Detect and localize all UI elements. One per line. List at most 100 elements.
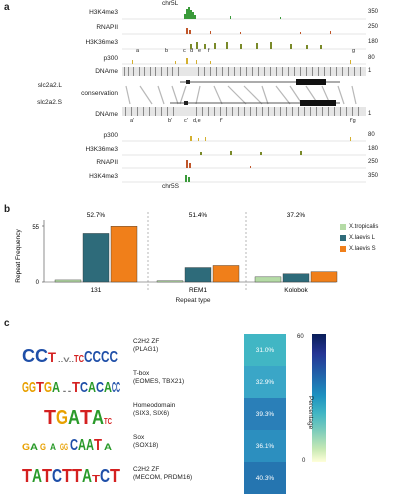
svg-text:C: C [52,466,62,486]
repeat-mark-top-d: d [190,48,194,54]
percentage-heatmap: 31.0% 32.9% 39.3% 36.1% 40.3% [244,334,286,494]
svg-text:AA: AA [78,437,94,454]
repeat-mark-top-f: f [208,48,210,54]
svg-text:TC: TC [74,354,84,365]
svg-text:A: A [32,466,42,486]
x-axis-title: Repeat type [175,297,211,304]
svg-text:C: C [80,379,88,396]
repeat-mark-top-c: c [183,48,186,54]
svg-text:G: G [22,442,30,452]
svg-text:T: T [72,379,80,396]
legend-label-xtropicalis: X.tropicalis [349,224,379,230]
svg-text:..: .. [62,385,72,394]
svg-text:TT: TT [62,466,82,486]
svg-text:T: T [42,466,52,486]
track-label-bottom-h3k4me3: H3K4me3 [89,173,118,180]
svg-text:T: T [44,407,56,429]
legend-item-xlaevis-s: X.laevis S [340,246,376,252]
legend-label-xlaevis-l: X.laevis L [349,235,376,241]
bar-131-x-laevis-s [110,226,138,283]
track-label-top-rnapii: RNAPII [96,24,118,31]
svg-text:A: A [92,407,104,429]
svg-text:TC: TC [104,417,112,426]
track-label-bottom-rnapii: RNAPII [96,159,118,166]
bar-131-x-tropicalis [54,279,82,283]
track-label-bottom-p300: p300 [103,132,118,139]
repeat-mark-top-e: e [198,48,202,54]
motif-4-name: Sox (SOX18) [133,434,158,450]
motif-5-family: C2H2 ZF [133,466,160,473]
svg-text:A: A [104,442,113,452]
track-label-bottom-h3k36me3: H3K36me3 [85,146,118,153]
heat-cell-2: 32.9% [244,366,286,398]
motif-4-family: Sox [133,434,145,441]
heat-cell-5: 40.3% [244,462,286,494]
repeat-mark-bottom-c: c' [184,118,188,124]
track-scale-bottom-rnapii: 250 [368,159,379,165]
svg-text:A: A [52,379,60,396]
legend-label-xlaevis-s: X.laevis S [349,246,376,252]
motif-3-family: Homeodomain [133,402,176,409]
motif-3-name: Homeodomain (SIX3, SIX6) [133,402,175,418]
svg-text:CC: CC [22,346,48,366]
svg-text:T: T [22,466,32,486]
colorbar-label: Percentage [307,396,314,430]
chr-bottom-label: chr5S [162,183,179,190]
svg-text:CC: CC [112,379,120,396]
svg-text:C: C [96,379,104,396]
panel-a-letter: a [4,2,10,13]
x-tick-label-131: 131 [91,287,102,294]
motif-logos: CC T ..V.. TC CCCC GG T G A .. T C A C A… [22,336,122,496]
repeat-mark-bottom-fg: f'g [350,118,356,124]
track-scale-top-h3k4me3: 350 [368,9,379,15]
svg-text:A: A [88,379,96,396]
svg-text:GG: GG [22,379,36,396]
motif-1-name: C2H2 ZF (PLAG1) [133,338,159,354]
motif-5-name: C2H2 ZF (MECOM, PRDM16) [133,466,192,482]
motif-2-family: T-box [133,370,150,377]
percent-label-kolobok: 37.2% [287,212,306,219]
conservation-label: conservation [81,90,118,97]
bar-rem1-x-laevis-s [212,265,240,283]
heat-cell-1: 31.0% [244,334,286,366]
bar-kolobok-x-tropicalis [254,276,282,283]
panel-c-letter: c [4,318,10,329]
svg-text:C: C [70,437,78,454]
legend-item-xtropicalis: X.tropicalis [340,224,378,230]
repeat-mark-top-a: a [136,48,140,54]
repeat-mark-bottom-a: a' [130,118,135,124]
track-label-bottom-dname: DNAme [95,111,118,118]
svg-text:T: T [94,437,102,454]
bar-rem1-x-laevis-l [184,267,212,283]
motif-2-name: T-box (EOMES, TBX21) [133,370,184,386]
repeat-mark-bottom-f: f' [220,118,223,124]
heat-cell-4: 36.1% [244,430,286,462]
repeat-frequency-chart: 55 0 Repeat Frequency 131 52.7% REM1 51.4% K… [15,212,338,294]
svg-text:T: T [48,349,56,365]
heat-cell-3: 39.3% [244,398,286,430]
x-tick-label-kolobok: Kolobok [284,287,308,294]
legend-swatch-xlaevis-l [340,235,346,241]
colorbar-min-label: 0 [302,458,306,464]
chr-top-label: chr5L [162,0,179,7]
track-label-top-dname: DNAme [95,68,118,75]
motif-5-tf: (MECOM, PRDM16) [133,474,193,481]
svg-text:C: C [100,466,110,486]
motif-2-tf: (EOMES, TBX21) [133,378,185,385]
svg-text:T: T [36,379,44,396]
svg-text:GG: GG [60,442,68,452]
gene-top-label: slc2a2.L [37,82,62,89]
track-scale-top-rnapii: 250 [368,24,379,30]
track-label-top-p300: p300 [103,55,118,62]
track-scale-bottom-p300: 80 [368,132,375,138]
genome-browser-graphic [122,7,366,183]
track-scale-bottom-h3k4me3: 350 [368,173,379,179]
svg-text:G: G [40,442,46,452]
motif-1-tf: (PLAG1) [133,346,159,353]
percent-label-131: 52.7% [87,212,106,219]
svg-text:G: G [44,379,52,396]
bar-rem1-x-tropicalis [156,280,184,283]
y-tick-label-zero: 0 [36,280,40,286]
colorbar [312,334,326,462]
track-scale-bottom-h3k36me3: 180 [368,146,379,152]
